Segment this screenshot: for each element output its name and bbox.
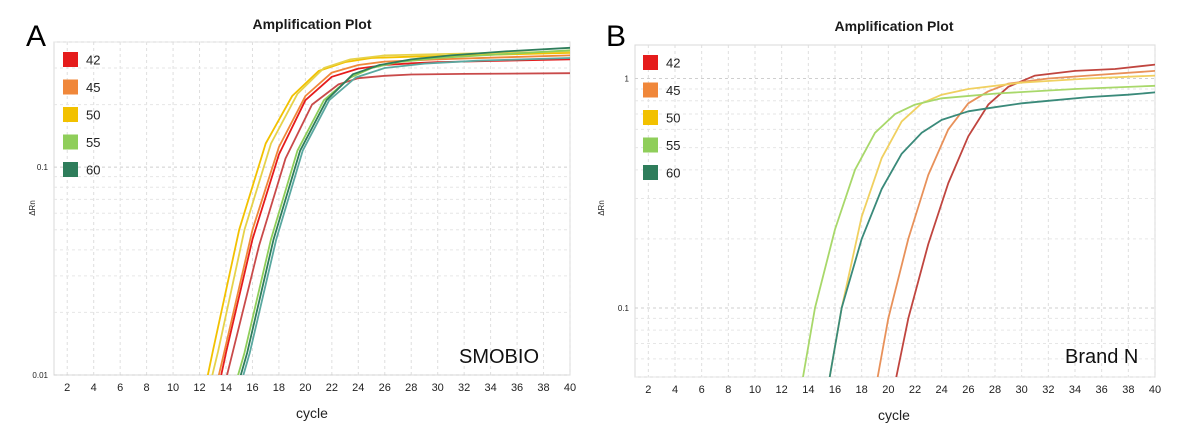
x-tick-label-a: 28 xyxy=(405,382,417,394)
x-tick-label-b: 2 xyxy=(645,384,651,396)
plot-frame-a xyxy=(53,41,571,376)
annotation-brand-n: Brand N xyxy=(1065,346,1138,368)
series-line-42 xyxy=(895,63,1155,377)
x-tick-label-b: 24 xyxy=(936,384,948,396)
legend-label-50: 50 xyxy=(86,108,100,123)
x-tick-label-a: 26 xyxy=(379,382,391,394)
legend-label-55: 55 xyxy=(666,138,680,153)
y-axis-label-b: ΔRn xyxy=(597,200,606,216)
legend-swatch-60 xyxy=(63,162,78,177)
x-tick-label-b: 12 xyxy=(776,384,788,396)
legend-label-50: 50 xyxy=(666,111,680,126)
x-tick-label-a: 4 xyxy=(91,382,97,394)
legend-label-60: 60 xyxy=(666,166,680,181)
series-line-45 xyxy=(217,54,570,375)
x-tick-label-a: 32 xyxy=(458,382,470,394)
legend-b: 42 45 50 55 60 xyxy=(643,55,680,181)
x-axis-label-b: cycle xyxy=(878,407,910,423)
series-line-60 xyxy=(828,91,1155,377)
legend-swatch-60 xyxy=(643,165,658,180)
x-tick-label-b: 4 xyxy=(672,384,678,396)
legend-swatch-50 xyxy=(643,110,658,125)
x-tick-label-b: 26 xyxy=(962,384,974,396)
x-tick-label-b: 30 xyxy=(1016,384,1028,396)
legend-swatch-55 xyxy=(643,137,658,153)
x-tick-label-a: 34 xyxy=(484,382,496,394)
x-tick-label-b: 8 xyxy=(725,384,731,396)
x-tick-label-a: 8 xyxy=(144,382,150,394)
y-axis-label-a: ΔRn xyxy=(28,200,37,216)
x-tick-label-a: 12 xyxy=(193,382,205,394)
x-tick-label-a: 6 xyxy=(117,382,123,394)
x-tick-label-a: 14 xyxy=(220,382,232,394)
x-tick-label-a: 36 xyxy=(511,382,523,394)
legend-label-60: 60 xyxy=(86,163,100,178)
y-tick-label-b: 1 xyxy=(625,75,630,84)
x-tick-label-b: 22 xyxy=(909,384,921,396)
legend-label-42: 42 xyxy=(666,56,680,71)
x-tick-label-a: 16 xyxy=(246,382,258,394)
y-tick-label-b: 0.1 xyxy=(618,304,630,313)
panel-letter-a: A xyxy=(26,20,46,53)
x-tick-label-a: 30 xyxy=(432,382,444,394)
x-tick-label-b: 28 xyxy=(989,384,1001,396)
x-tick-label-b: 20 xyxy=(882,384,894,396)
legend-label-45: 45 xyxy=(86,80,100,95)
x-tick-label-a: 18 xyxy=(273,382,285,394)
x-tick-label-b: 38 xyxy=(1122,384,1134,396)
chart-title-a: Amplification Plot xyxy=(253,16,372,32)
legend-a: 42 45 50 55 60 xyxy=(63,52,100,178)
y-tick-label-a: 0.1 xyxy=(37,163,49,172)
series-group-a xyxy=(206,46,570,375)
x-tick-label-b: 34 xyxy=(1069,384,1081,396)
legend-swatch-55 xyxy=(63,134,78,150)
x-tick-label-b: 40 xyxy=(1149,384,1161,396)
series-group-b xyxy=(802,63,1155,377)
legend-label-45: 45 xyxy=(666,83,680,98)
x-tick-label-a: 40 xyxy=(564,382,576,394)
series-line-60 xyxy=(239,46,570,375)
x-tick-label-a: 38 xyxy=(537,382,549,394)
x-tick-label-a: 20 xyxy=(299,382,311,394)
series-line-55 xyxy=(802,84,1155,377)
x-tick-label-b: 36 xyxy=(1096,384,1108,396)
legend-swatch-50 xyxy=(63,107,78,122)
panel-b: B Amplification Plot 2 4 6 8 10 12 14 16 18 20 22 2… xyxy=(597,18,1161,423)
annotation-smobio: SMOBIO xyxy=(459,346,539,368)
legend-label-42: 42 xyxy=(86,53,100,68)
x-tick-label-b: 32 xyxy=(1042,384,1054,396)
legend-swatch-45 xyxy=(63,79,78,95)
x-tick-label-a: 22 xyxy=(326,382,338,394)
x-tick-label-a: 24 xyxy=(352,382,364,394)
legend-swatch-45 xyxy=(643,82,658,98)
series-line-42 xyxy=(226,72,570,375)
x-axis-label-a: cycle xyxy=(296,405,328,421)
plot-area-a: 2 4 6 8 10 12 14 16 18 20 22 24 26 28 30 32 34 36 38 400.10… xyxy=(32,41,576,394)
x-tick-label-a: 10 xyxy=(167,382,179,394)
chart-title-b: Amplification Plot xyxy=(835,18,954,34)
x-tick-label-b: 16 xyxy=(829,384,841,396)
x-tick-label-b: 18 xyxy=(856,384,868,396)
series-line-50 xyxy=(206,51,570,375)
series-line-60 xyxy=(242,57,570,375)
series-line-45 xyxy=(876,70,1155,377)
legend-label-55: 55 xyxy=(86,135,100,150)
plot-frame-b xyxy=(634,44,1156,378)
x-tick-label-b: 10 xyxy=(749,384,761,396)
series-line-50 xyxy=(211,50,570,375)
legend-swatch-42 xyxy=(643,55,658,70)
panel-a: A Amplification Plot 2 4 6 8 10 12 14 16 18 20 22 2… xyxy=(26,16,576,421)
x-tick-label-b: 14 xyxy=(802,384,814,396)
legend-swatch-42 xyxy=(63,52,78,67)
x-tick-label-b: 6 xyxy=(699,384,705,396)
panel-letter-b: B xyxy=(606,20,626,53)
x-tick-label-a: 2 xyxy=(64,382,70,394)
y-tick-label-a: 0.01 xyxy=(32,371,48,380)
